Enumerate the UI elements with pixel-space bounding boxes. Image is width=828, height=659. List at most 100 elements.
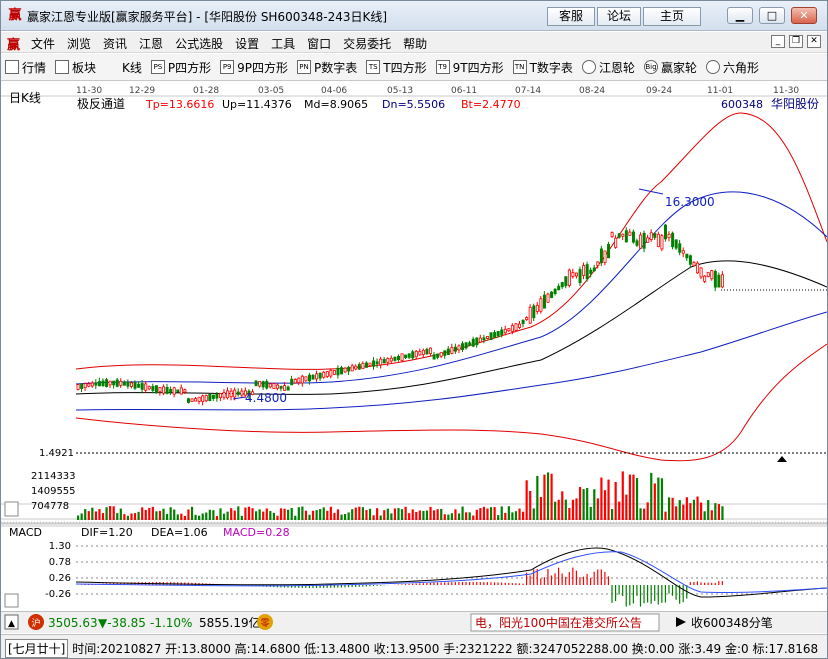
menu-item-1[interactable]: 浏览	[67, 37, 92, 51]
menu-item-5[interactable]: 设置	[235, 37, 260, 51]
candle-body	[151, 386, 155, 391]
candle-body	[94, 382, 98, 386]
volume-bar	[87, 511, 90, 520]
mdi-minimize-icon[interactable]: _	[771, 35, 785, 48]
menu-item-7[interactable]: 窗口	[307, 37, 332, 51]
volume-bar	[621, 471, 624, 520]
toolbar-item-0[interactable]: 行情	[5, 59, 46, 76]
volume-bar	[258, 509, 261, 520]
volume-bar	[297, 507, 300, 520]
price-axis-label: 1.4921	[39, 448, 74, 459]
toolbar-item-6[interactable]: TS T四方形	[366, 59, 427, 76]
toolbar-item-8[interactable]: TN T数字表	[512, 59, 573, 76]
candle-body	[183, 389, 187, 393]
volume-bar	[240, 515, 243, 520]
menu-item-6[interactable]: 工具	[271, 37, 296, 51]
macd-dif-line	[75, 547, 827, 598]
candle-body	[496, 331, 500, 337]
candle-body	[389, 357, 393, 362]
toolbar-item-3[interactable]: PS P四方形	[150, 59, 211, 76]
menu-item-9[interactable]: 帮助	[403, 37, 428, 51]
volume-bar	[415, 511, 418, 520]
candle-body	[147, 386, 151, 390]
toolbar-item-7[interactable]: T9 9T四方形	[435, 59, 504, 76]
candle-body	[585, 264, 589, 280]
volume-bar	[158, 510, 162, 520]
candle-body	[589, 269, 593, 274]
toolbar-item-11[interactable]: 六角形	[705, 59, 759, 76]
collapse-panel-icon[interactable]	[4, 501, 19, 517]
candle-body	[179, 387, 183, 395]
candle-body	[158, 387, 162, 393]
macd-collapse-icon[interactable]	[4, 593, 19, 608]
candle-body	[404, 354, 408, 359]
volume-bar	[514, 511, 518, 520]
candle-body	[347, 366, 351, 372]
volume-bar	[660, 478, 664, 520]
mdi-close-icon[interactable]: ✕	[807, 35, 821, 48]
volume-bar	[336, 509, 340, 520]
volume-bar	[109, 506, 112, 520]
candle-body	[678, 243, 682, 253]
scroll-up-glyph: ▲	[8, 619, 15, 629]
shanghai-index-icon	[28, 614, 44, 630]
candle-body	[83, 383, 87, 389]
volume-bar	[436, 509, 439, 520]
volume-bar	[365, 510, 368, 520]
ps-icon: PS	[150, 60, 165, 74]
candle-body	[315, 373, 319, 380]
toolbar-item-2[interactable]: K线	[105, 59, 142, 76]
volume-bar	[279, 508, 283, 520]
chart-canvas[interactable]: 11-30 12-29 01-28 03-05 04-06 05-13 06-11 07-14…	[1, 82, 827, 609]
menu-bar: 赢 文件 浏览 资讯 江恩 公式选股 设置 工具 窗口 交易委托 帮助 _ ❐ ✕	[1, 32, 827, 53]
homepage-button[interactable]: 主页	[643, 7, 701, 26]
menu-item-0[interactable]: 文件	[31, 37, 56, 51]
toolbar-label: 江恩轮	[598, 60, 635, 75]
volume-bar	[504, 512, 507, 520]
menu-item-2[interactable]: 资讯	[103, 37, 128, 51]
candle-body	[692, 261, 696, 267]
menu-item-3[interactable]: 江恩	[139, 37, 164, 51]
volume-bar	[393, 508, 397, 520]
candle-body	[140, 383, 144, 390]
candle-body	[186, 398, 190, 403]
toolbar-item-5[interactable]: PN P数字表	[297, 59, 357, 76]
scroll-up-icon[interactable]	[4, 614, 19, 630]
volume-bar	[244, 507, 247, 520]
minimize-icon[interactable]: ▁	[727, 7, 753, 24]
volume-bar	[465, 512, 468, 520]
candle-body	[429, 347, 433, 354]
toolbar-label: K线	[122, 60, 142, 75]
volume-bar	[166, 513, 169, 520]
forum-button[interactable]: 论坛	[597, 7, 641, 26]
mdi-restore-icon[interactable]: ❐	[789, 35, 803, 48]
volume-bar	[290, 507, 293, 520]
candle-body	[350, 365, 354, 372]
volume-bar	[187, 509, 190, 520]
candle-body	[696, 262, 700, 274]
menu-item-4[interactable]: 公式选股	[175, 37, 224, 51]
menu-logo-icon: 赢	[7, 38, 21, 53]
low-price-label: 4.4800	[245, 391, 287, 405]
toolbar-label: 9P四方形	[237, 60, 289, 75]
close-icon[interactable]: ✕	[791, 7, 817, 24]
news-ticker-box[interactable]	[470, 613, 660, 632]
news-ticker[interactable]: 电，阳光100中国在港交所公告	[475, 615, 642, 630]
kefu-button[interactable]: 客服	[547, 7, 595, 26]
volume-bar	[283, 508, 286, 520]
volume-bar	[700, 502, 703, 520]
maximize-icon[interactable]: □	[759, 7, 785, 24]
volume-bar	[77, 515, 80, 520]
candle-body	[211, 394, 215, 399]
toolbar-item-4[interactable]: P9 9P四方形	[220, 59, 288, 76]
toolbar-item-10[interactable]: Big 赢家轮	[643, 59, 697, 76]
volume-bar	[397, 508, 400, 520]
toolbar-item-9[interactable]: 江恩轮	[581, 59, 635, 76]
volume-bar	[222, 513, 226, 520]
toolbar-item-1[interactable]: 板块	[55, 59, 96, 76]
menu-item-8[interactable]: 交易委托	[343, 37, 392, 51]
receive-status: 收600348分笔	[691, 615, 773, 630]
candle-body	[493, 332, 497, 338]
volume-bar	[169, 507, 172, 520]
